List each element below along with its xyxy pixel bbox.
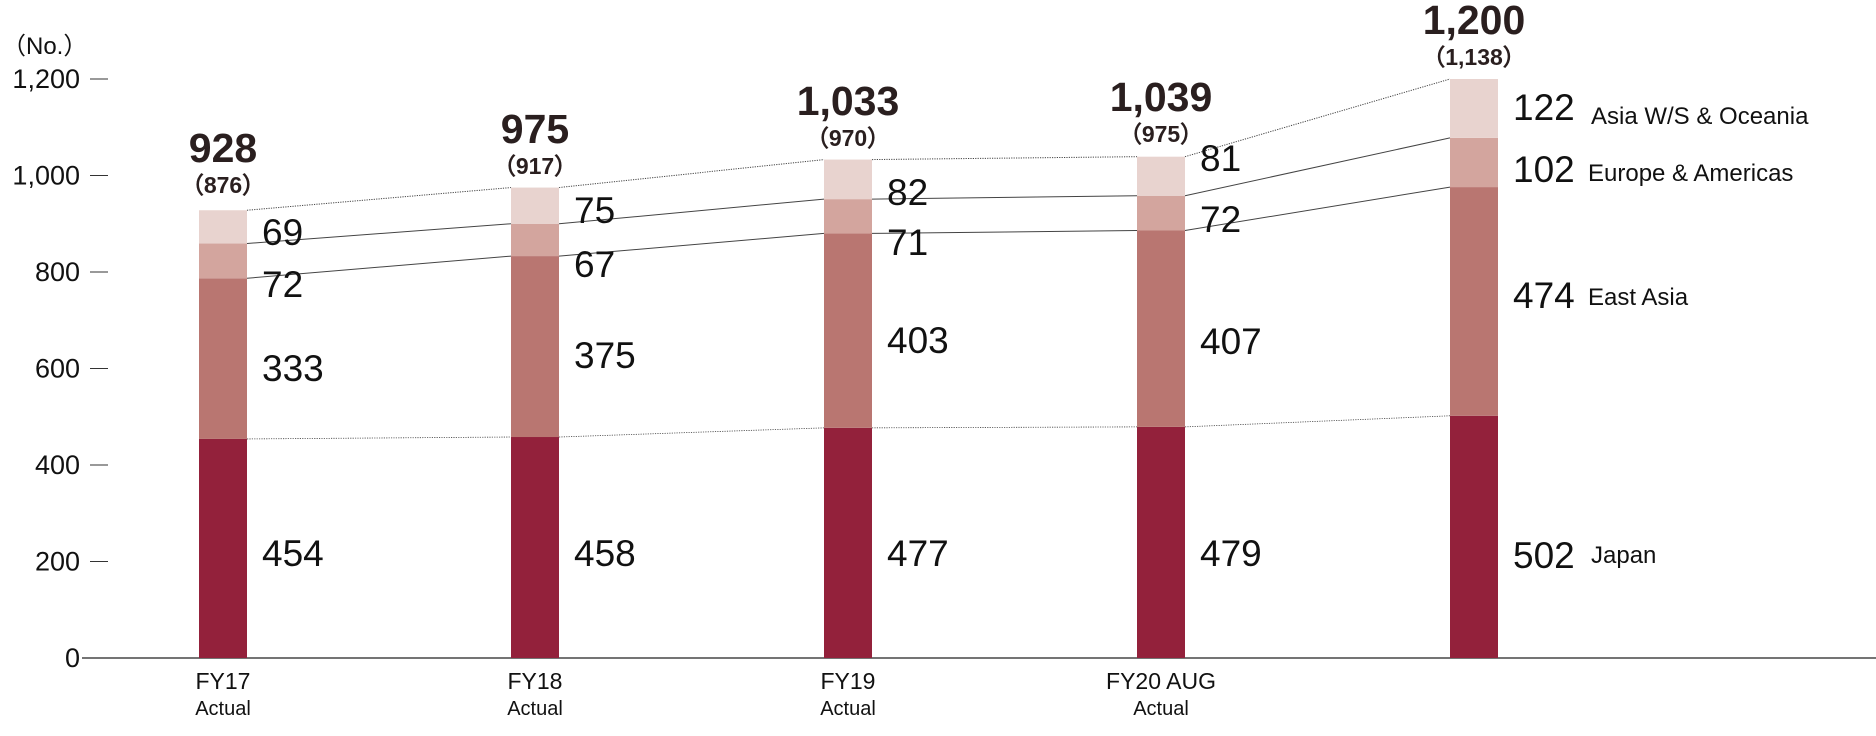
bar-layer [199,79,1498,658]
connector-line-3 [558,198,825,225]
bar-segment [1450,137,1498,188]
subtotal-label: （970） [806,125,890,151]
bar-segment [199,210,247,244]
data-label: 72 [262,264,303,305]
category-label: FY18 [508,668,563,694]
y-tick-label: 0 [65,643,80,673]
bar-segment [824,159,872,200]
legend-label: Europe & Americas [1588,160,1793,187]
y-tick-label: 600 [35,354,80,384]
bar-segment [511,256,559,438]
category-sublabel: Actual [507,698,563,720]
data-label: 67 [574,244,615,285]
bar-segment [199,243,247,279]
bar-segment [1450,187,1498,416]
data-label: 72 [1200,199,1241,240]
connector-line-4 [1184,78,1451,158]
subtotal-label: （975） [1119,121,1203,147]
y-unit-label: （No.） [2,33,87,60]
bar-segment [1137,230,1185,427]
connector-line-3 [246,223,512,245]
data-label: 477 [887,533,949,574]
connector-line-1 [1184,415,1451,428]
connector-line-4 [246,187,512,211]
data-label: 75 [574,190,615,231]
legend-label: Japan [1591,542,1656,569]
connector-line-2 [871,230,1138,234]
category-label: FY20 AUG [1106,668,1216,694]
bar-segment [511,223,559,257]
bar-segment [511,437,559,658]
connector-line-1 [871,426,1138,429]
legend-label: East Asia [1588,284,1689,311]
y-tick-label: 200 [35,547,80,577]
connector-line-2 [246,255,512,279]
total-label: 928 [189,125,257,171]
data-label: 403 [887,320,949,361]
data-label: 474 [1513,275,1575,316]
bar-segment [1137,195,1185,231]
data-label: 102 [1513,149,1575,190]
subtotal-label: （876） [181,172,265,198]
data-label: 458 [574,533,636,574]
connector-line-4 [871,156,1138,161]
connector-line-2 [1184,186,1451,231]
connector-line-4 [558,159,825,189]
category-sublabel: Actual [195,698,251,720]
connector-line-1 [246,436,512,440]
category-label: FY17 [196,668,251,694]
bar-segment [824,199,872,234]
connector-line-1 [558,427,825,438]
data-label: 407 [1200,321,1262,362]
bar-segment [824,427,872,658]
data-label: 502 [1513,535,1575,576]
total-label: 975 [501,106,569,152]
y-tick-label: 400 [35,450,80,480]
category-sublabel: Actual [1133,698,1189,720]
total-label: 1,200 [1423,0,1526,43]
legend-label: Asia W/S & Oceania [1591,103,1809,130]
bar-segment [199,438,247,658]
connector-line-3 [871,195,1138,200]
data-label: 333 [262,348,324,389]
total-label: 1,033 [797,78,900,124]
data-label: 71 [887,222,928,263]
y-tick-label: 1,000 [12,161,80,191]
label-layer: 454 333 72 69 458 375 67 75 477 403 71 82 479 407 72 81… [181,0,1809,720]
subtotal-label: （1,138） [1422,44,1526,70]
data-label: 375 [574,335,636,376]
y-tick-label: 800 [35,257,80,287]
bar-segment [1450,415,1498,658]
connector-layer [246,78,1451,440]
bar-segment [511,187,559,224]
y-tick-label: 1,200 [12,64,80,94]
data-label: 122 [1513,87,1575,128]
axis-layer: 0 200 400 600 800 1,000 1,200 （No.） [2,33,1876,673]
bar-segment [1450,79,1498,138]
subtotal-label: （917） [493,153,577,179]
category-sublabel: Actual [820,698,876,720]
connector-line-2 [558,232,825,257]
category-label: FY19 [821,668,876,694]
bar-segment [1137,426,1185,658]
bar-segment [1137,156,1185,196]
connector-line-3 [1184,137,1451,197]
data-label: 454 [262,533,324,574]
data-label: 82 [887,172,928,213]
data-label: 81 [1200,138,1241,179]
data-label: 69 [262,212,303,253]
total-label: 1,039 [1110,74,1213,120]
bar-segment [824,233,872,428]
data-label: 479 [1200,533,1262,574]
bar-segment [199,278,247,439]
